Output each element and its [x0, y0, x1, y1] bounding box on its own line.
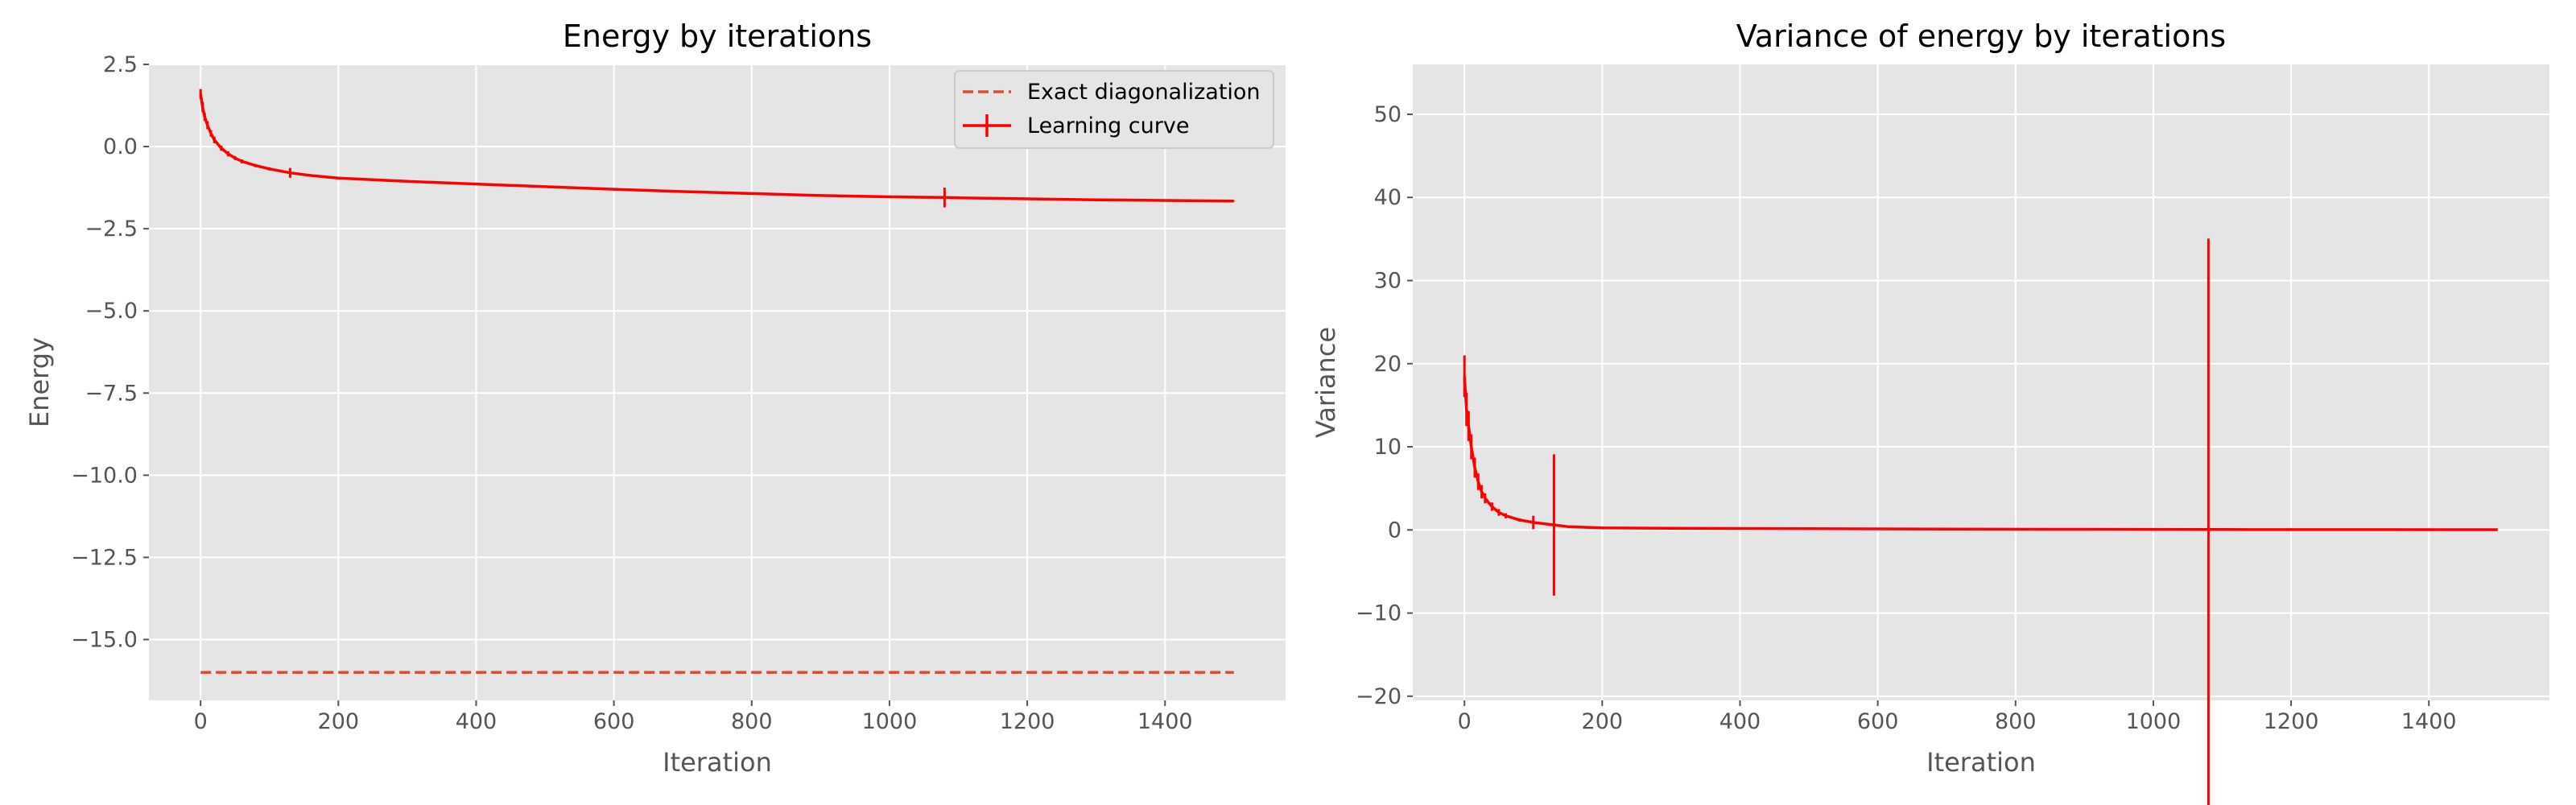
- x-tick-label: 400: [456, 709, 497, 734]
- x-tick-label: 600: [1857, 709, 1899, 734]
- energy-plot-background: [149, 64, 1286, 700]
- legend-exact-diagonalization-label: Exact diagonalization: [1027, 80, 1261, 105]
- y-tick-label: 2.5: [103, 52, 138, 77]
- y-tick-label: −15.0: [71, 627, 138, 652]
- x-tick-label: 0: [194, 709, 208, 734]
- y-tick-label: −2.5: [85, 217, 138, 242]
- y-tick-label: 0: [1388, 518, 1402, 543]
- x-tick-label: 1400: [2401, 709, 2457, 734]
- x-tick-label: 0: [1458, 709, 1472, 734]
- x-tick-label: 600: [593, 709, 635, 734]
- legend-box: [954, 70, 1274, 149]
- energy-x-axis-label: Iteration: [663, 747, 772, 778]
- x-tick-label: 1000: [862, 709, 918, 734]
- variance-x-ticks: 0 200 400 600 800 1000 1200 1400: [1458, 700, 2457, 734]
- x-tick-label: 1000: [2126, 709, 2182, 734]
- y-tick-label: −5.0: [85, 299, 138, 324]
- energy-chart-title: Energy by iterations: [563, 19, 872, 54]
- x-tick-label: 200: [1582, 709, 1624, 734]
- x-tick-label: 800: [731, 709, 773, 734]
- energy-legend: Exact diagonalization Learning curve: [954, 70, 1274, 149]
- y-tick-label: 10: [1374, 435, 1402, 460]
- y-tick-label: 0.0: [103, 134, 138, 159]
- y-tick-label: 40: [1374, 185, 1402, 210]
- energy-y-ticks: 2.5 0.0 −2.5 −5.0 −7.5 −10.0 −12.5 −15.0: [71, 52, 149, 652]
- x-tick-label: 200: [318, 709, 360, 734]
- x-tick-label: 400: [1719, 709, 1761, 734]
- x-tick-label: 1200: [2264, 709, 2319, 734]
- y-tick-label: 30: [1374, 268, 1402, 293]
- x-tick-label: 1400: [1137, 709, 1193, 734]
- energy-chart: 0 200 400 600 800 1000 1200 1400 2.5 0.0 −2.5 −5.0…: [24, 19, 1286, 778]
- energy-y-axis-label: Energy: [24, 337, 55, 427]
- y-tick-label: −10.0: [71, 463, 138, 488]
- energy-series: [199, 89, 1236, 675]
- variance-series: [1463, 238, 2500, 805]
- variance-grid: [1413, 64, 2549, 700]
- variance-y-ticks: 50 40 30 20 10 0 −10 −20: [1356, 102, 1413, 709]
- y-tick-label: −20: [1356, 684, 1402, 709]
- variance-plot-background: [1413, 64, 2549, 700]
- variance-chart: 0 200 400 600 800 1000 1200 1400 50 40 30 20 10 0 −10…: [1311, 19, 2549, 805]
- variance-x-axis-label: Iteration: [1926, 747, 2036, 778]
- y-tick-label: 50: [1374, 102, 1402, 127]
- y-tick-label: −7.5: [85, 381, 138, 406]
- y-tick-label: 20: [1374, 352, 1402, 377]
- variance-chart-title: Variance of energy by iterations: [1736, 19, 2226, 54]
- x-tick-label: 800: [1995, 709, 2037, 734]
- x-tick-label: 1200: [1000, 709, 1055, 734]
- legend-learning-curve-label: Learning curve: [1027, 114, 1189, 138]
- energy-x-ticks: 0 200 400 600 800 1000 1200 1400: [194, 700, 1193, 734]
- variance-y-axis-label: Variance: [1311, 327, 1341, 438]
- y-tick-label: −10: [1356, 601, 1402, 626]
- y-tick-label: −12.5: [71, 545, 138, 570]
